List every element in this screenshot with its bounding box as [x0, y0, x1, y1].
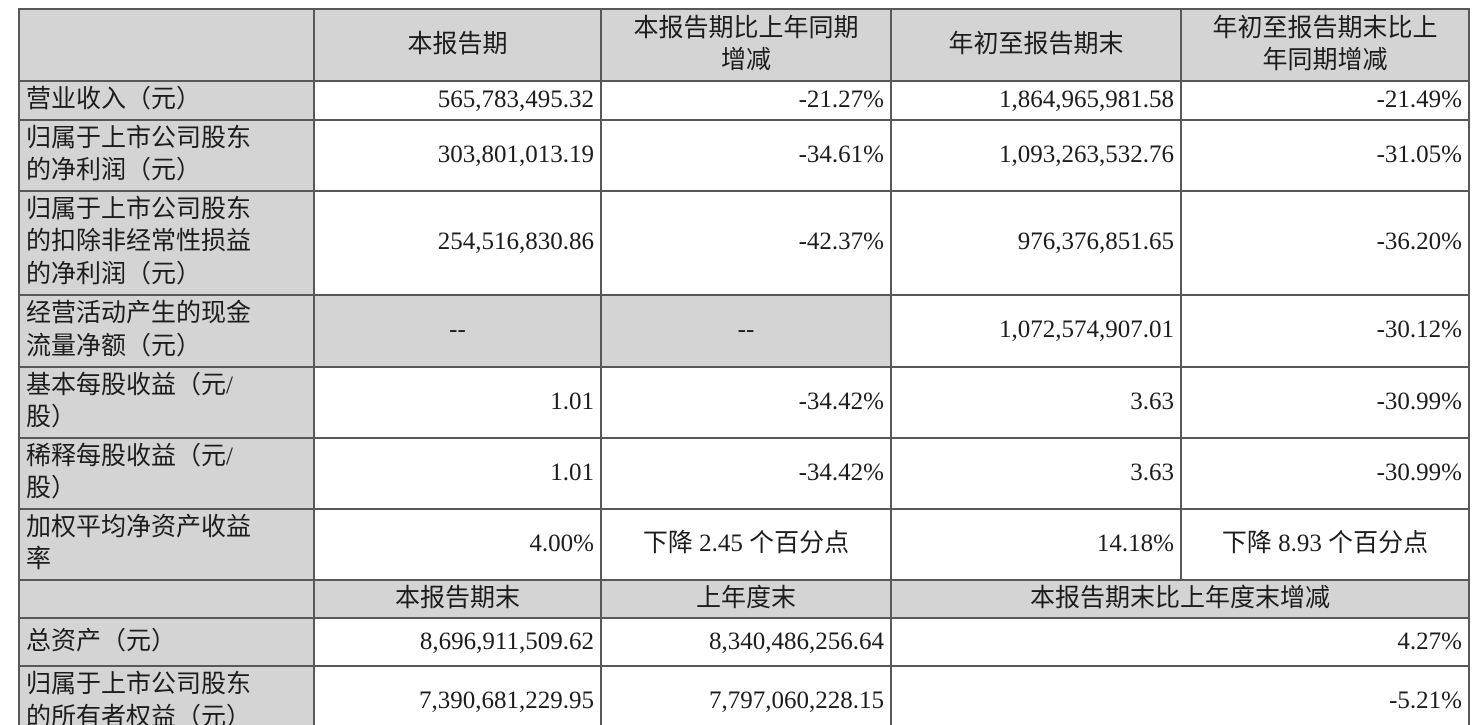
metric-label: 归属于上市公司股东 的扣除非经常性损益 的净利润（元）	[18, 189, 315, 296]
value-current-change-na: --	[600, 293, 892, 368]
value-period-end-change: -5.21%	[890, 665, 1470, 725]
value-period-end-change: 4.27%	[890, 617, 1470, 667]
value-current-na: --	[313, 293, 602, 368]
value-current: 303,801,013.19	[313, 118, 602, 192]
value-ytd: 1,864,965,981.58	[890, 80, 1182, 121]
header-ytd-change: 年初至报告期末比上 年同期增减	[1180, 8, 1470, 82]
value-current: 4.00%	[313, 507, 602, 581]
financial-summary-table: 本报告期 本报告期比上年同期 增减 年初至报告期末 年初至报告期末比上 年同期增…	[18, 8, 1470, 725]
value-ytd: 1,072,574,907.01	[890, 293, 1182, 368]
value-ytd: 3.63	[890, 365, 1182, 439]
header-current-period: 本报告期	[313, 8, 602, 82]
value-ytd: 14.18%	[890, 507, 1182, 581]
header-period-end-change: 本报告期末比上年度末增减	[890, 578, 1470, 619]
value-current-change: -34.42%	[600, 436, 892, 510]
value-current-change: -21.27%	[600, 80, 892, 121]
value-ytd: 1,093,263,532.76	[890, 118, 1182, 192]
value-current-change: -34.42%	[600, 365, 892, 439]
value-ytd-change: -21.49%	[1180, 80, 1470, 121]
value-ytd-change: -30.99%	[1180, 436, 1470, 510]
value-current: 1.01	[313, 436, 602, 510]
metric-label: 归属于上市公司股东 的所有者权益（元）	[18, 665, 315, 725]
value-ytd-change-text: 下降 8.93 个百分点	[1180, 507, 1470, 581]
value-ytd-change: -31.05%	[1180, 118, 1470, 192]
metric-label: 稀释每股收益（元/ 股）	[18, 436, 315, 510]
value-end-of-period: 7,390,681,229.95	[313, 665, 602, 725]
metric-label: 归属于上市公司股东 的净利润（元）	[18, 118, 315, 192]
metric-label: 基本每股收益（元/ 股）	[18, 365, 315, 439]
header-row-period-end: 本报告期末 上年度末 本报告期末比上年度末增减	[18, 578, 1470, 619]
value-end-of-prev-year: 8,340,486,256.64	[600, 617, 892, 667]
metric-label: 总资产（元）	[18, 617, 315, 667]
value-ytd: 976,376,851.65	[890, 189, 1182, 296]
value-current-change-text: 下降 2.45 个百分点	[600, 507, 892, 581]
value-ytd-change: -30.99%	[1180, 365, 1470, 439]
header-end-of-period: 本报告期末	[313, 578, 602, 619]
value-current: 565,783,495.32	[313, 80, 602, 121]
table-row-shareholders-equity: 归属于上市公司股东 的所有者权益（元） 7,390,681,229.95 7,7…	[18, 665, 1470, 725]
value-ytd-change: -36.20%	[1180, 189, 1470, 296]
value-ytd-change: -30.12%	[1180, 293, 1470, 368]
table-row-diluted-eps: 稀释每股收益（元/ 股） 1.01 -34.42% 3.63 -30.99%	[18, 436, 1470, 510]
value-end-of-period: 8,696,911,509.62	[313, 617, 602, 667]
header-blank-cell	[18, 8, 315, 82]
value-ytd: 3.63	[890, 436, 1182, 510]
metric-label: 营业收入（元）	[18, 80, 315, 121]
table-row-net-profit: 归属于上市公司股东 的净利润（元） 303,801,013.19 -34.61%…	[18, 118, 1470, 192]
table-row-net-profit-excl-nonrecurring: 归属于上市公司股东 的扣除非经常性损益 的净利润（元） 254,516,830.…	[18, 189, 1470, 296]
header-row-period: 本报告期 本报告期比上年同期 增减 年初至报告期末 年初至报告期末比上 年同期增…	[18, 8, 1470, 82]
metric-label: 经营活动产生的现金 流量净额（元）	[18, 293, 315, 368]
header-current-period-change: 本报告期比上年同期 增减	[600, 8, 892, 82]
value-current: 254,516,830.86	[313, 189, 602, 296]
header-end-of-prev-year: 上年度末	[600, 578, 892, 619]
header-ytd: 年初至报告期末	[890, 8, 1182, 82]
table-row-total-assets: 总资产（元） 8,696,911,509.62 8,340,486,256.64…	[18, 617, 1470, 667]
value-end-of-prev-year: 7,797,060,228.15	[600, 665, 892, 725]
metric-label: 加权平均净资产收益 率	[18, 507, 315, 581]
header-blank-cell	[18, 578, 315, 619]
value-current-change: -34.61%	[600, 118, 892, 192]
table-row-operating-cash-flow: 经营活动产生的现金 流量净额（元） -- -- 1,072,574,907.01…	[18, 293, 1470, 368]
table-row-basic-eps: 基本每股收益（元/ 股） 1.01 -34.42% 3.63 -30.99%	[18, 365, 1470, 439]
value-current: 1.01	[313, 365, 602, 439]
value-current-change: -42.37%	[600, 189, 892, 296]
table-row-revenue: 营业收入（元） 565,783,495.32 -21.27% 1,864,965…	[18, 80, 1470, 121]
table-row-weighted-avg-roe: 加权平均净资产收益 率 4.00% 下降 2.45 个百分点 14.18% 下降…	[18, 507, 1470, 581]
